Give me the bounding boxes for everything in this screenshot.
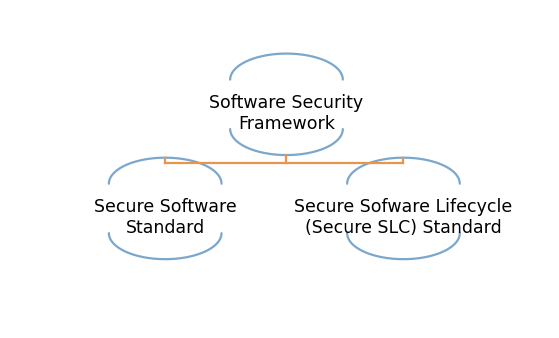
Text: Secure Software
Standard: Secure Software Standard <box>94 198 236 237</box>
Text: Software Security
Framework: Software Security Framework <box>210 94 363 133</box>
Text: Secure Sofware Lifecycle
(Secure SLC) Standard: Secure Sofware Lifecycle (Secure SLC) St… <box>295 198 513 237</box>
